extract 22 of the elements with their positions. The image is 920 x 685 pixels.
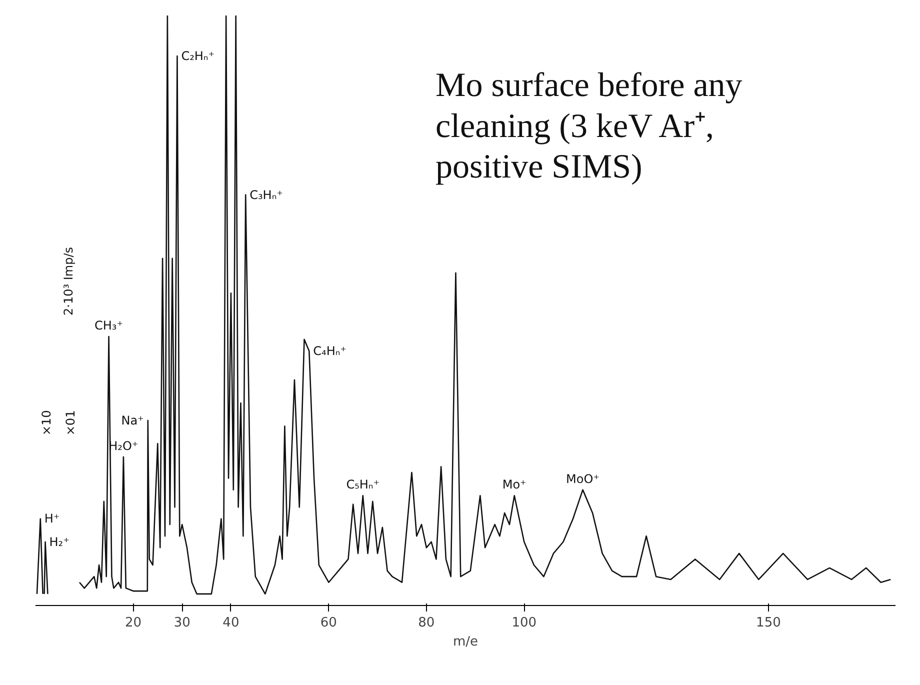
- annotation: 2·10³ Imp/s: [62, 247, 76, 316]
- x-tick-label: 80: [418, 616, 435, 630]
- x-tick-label: 30: [174, 616, 190, 630]
- annotation: H⁺: [44, 512, 60, 526]
- annotation: C₂Hₙ⁺: [181, 48, 215, 63]
- x-tick-label: 40: [222, 616, 240, 630]
- annotation: Na⁺: [121, 413, 144, 428]
- annotation: Mo⁺: [502, 478, 526, 492]
- annotation: ×01: [64, 410, 78, 436]
- x-tick-label: 150: [756, 616, 781, 630]
- annotation: C₅Hₙ⁺: [346, 478, 380, 492]
- text: Mo surface before any cleaning (3 keV Ar⁺, positive SIMS): [436, 67, 742, 186]
- x-tick-label: 60: [320, 616, 337, 630]
- annotation: MoO⁺: [566, 472, 600, 486]
- x-tick-label: 100: [512, 616, 537, 630]
- annotation: C₄Hₙ⁺: [313, 344, 346, 358]
- x-tick-label: 20: [124, 616, 142, 630]
- annotation: C₃Hₙ⁺: [250, 188, 283, 202]
- annotation: CH₃⁺: [94, 318, 124, 333]
- x-axis-title: m/e: [452, 634, 478, 650]
- annotation: ×10: [40, 410, 54, 436]
- annotation: H₂⁺: [49, 534, 70, 549]
